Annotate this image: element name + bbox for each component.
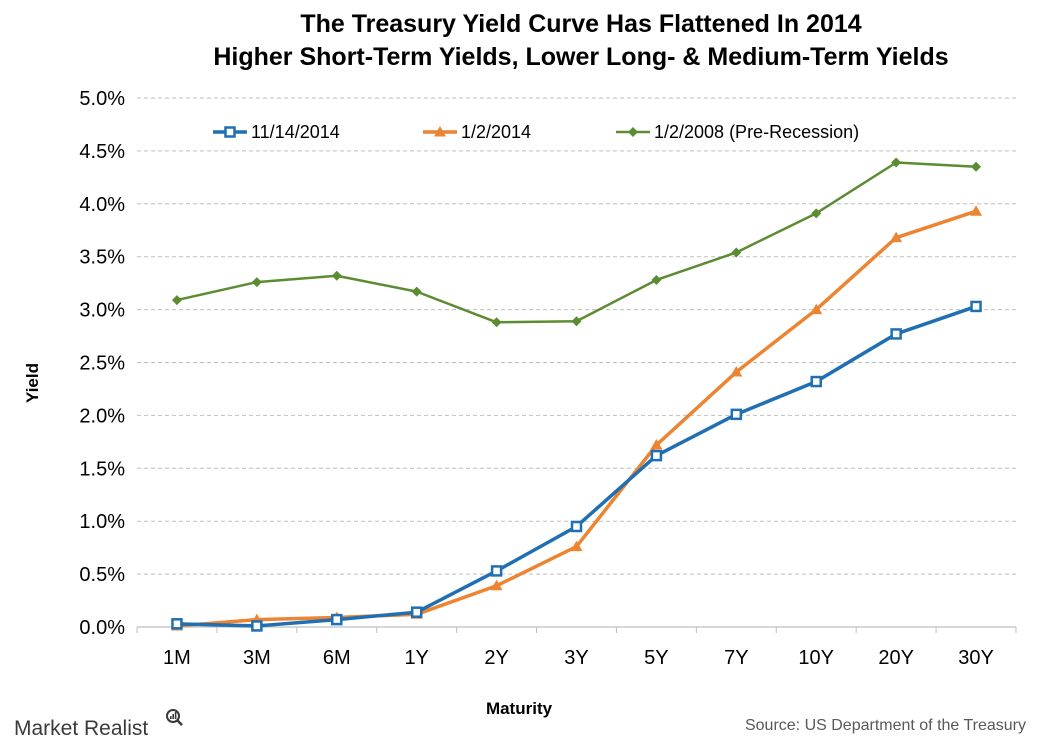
magnifier-icon (166, 709, 183, 726)
x-tick-label: 20Y (878, 647, 914, 669)
x-tick-label: 6M (323, 647, 351, 669)
x-tick-label: 1Y (404, 647, 428, 669)
series-lines (170, 157, 983, 632)
gridlines (137, 97, 1016, 628)
x-axis-ticks: 1M 3M 6M 1Y 2Y 3Y 5Y 7Y 10Y 20Y 30Y (136, 627, 1017, 669)
legend: 11/14/2014 1/2/2014 1/2/2008 (Pre-Recessio… (213, 122, 859, 142)
data-point (650, 449, 663, 462)
data-point (890, 231, 903, 243)
legend-label: 11/14/2014 (251, 122, 340, 142)
data-point (970, 300, 982, 313)
y-tick-label: 0.0% (79, 617, 125, 639)
data-point (811, 208, 822, 219)
y-tick-label: 3.5% (79, 247, 125, 269)
data-point (730, 408, 743, 421)
data-point (570, 540, 583, 552)
data-point (331, 270, 342, 281)
data-point (810, 375, 822, 388)
data-point (490, 565, 503, 577)
data-point (971, 161, 982, 172)
legend-item: 1/2/2014 (423, 122, 531, 142)
y-tick-label: 5.0% (79, 88, 125, 110)
data-point (171, 295, 182, 306)
data-point (490, 579, 503, 591)
x-tick-label: 10Y (798, 647, 834, 669)
x-tick-label: 30Y (958, 647, 994, 669)
data-point (651, 274, 662, 285)
legend-marker (628, 127, 638, 137)
data-point (411, 286, 422, 297)
data-point (571, 316, 582, 327)
legend-marker (224, 126, 236, 138)
x-tick-label: 5Y (644, 647, 668, 669)
y-tick-label: 0.5% (79, 564, 125, 586)
y-tick-label: 2.5% (79, 353, 125, 375)
series-line (176, 304, 977, 628)
source-note: Source: US Department of the Treasury (745, 717, 1026, 734)
legend-marker (434, 126, 446, 137)
y-tick-label: 4.5% (79, 141, 125, 163)
data-point (970, 205, 983, 216)
chart-title: The Treasury Yield Curve Has Flattened I… (300, 10, 861, 38)
data-point (891, 157, 902, 168)
y-tick-label: 1.0% (79, 511, 125, 533)
y-axis-label: Yield (23, 363, 42, 403)
x-tick-label: 1M (163, 647, 191, 669)
series-1 (170, 205, 983, 631)
legend-item: 1/2/2008 (Pre-Recession) (616, 122, 859, 142)
x-tick-label: 3Y (564, 647, 588, 669)
series-line (176, 161, 977, 324)
data-point (570, 520, 583, 533)
data-point (730, 366, 743, 377)
brand-logo: Market Realist (14, 709, 183, 740)
legend-label: 1/2/2008 (Pre-Recession) (654, 122, 859, 142)
series-0 (171, 300, 982, 632)
chart-subtitle: Higher Short-Term Yields, Lower Long- & … (213, 43, 948, 71)
data-point (650, 439, 663, 450)
series-line (176, 209, 977, 628)
y-tick-label: 2.0% (79, 405, 125, 427)
series-2 (171, 157, 982, 328)
x-axis-label: Maturity (486, 699, 553, 718)
data-point (410, 606, 423, 618)
y-tick-label: 4.0% (79, 194, 125, 216)
x-tick-label: 3M (243, 647, 271, 669)
data-point (731, 247, 742, 258)
y-tick-label: 1.5% (79, 458, 125, 480)
x-tick-label: 7Y (724, 647, 748, 669)
data-point (890, 328, 902, 340)
data-point (810, 303, 823, 315)
data-point (491, 317, 502, 328)
brand-name: Market Realist (14, 717, 148, 740)
x-tick-label: 2Y (484, 647, 508, 669)
data-point (251, 620, 263, 632)
legend-item: 11/14/2014 (213, 122, 340, 142)
data-point (171, 618, 183, 630)
data-point (251, 277, 262, 288)
legend-label: 1/2/2014 (461, 122, 531, 142)
y-axis-ticks: 0.0% 0.5% 1.0% 1.5% 2.0% 2.5% 3.0% 3.5% 4.0% 4.5%… (79, 88, 125, 639)
y-tick-label: 3.0% (79, 300, 125, 322)
data-point (331, 613, 343, 626)
